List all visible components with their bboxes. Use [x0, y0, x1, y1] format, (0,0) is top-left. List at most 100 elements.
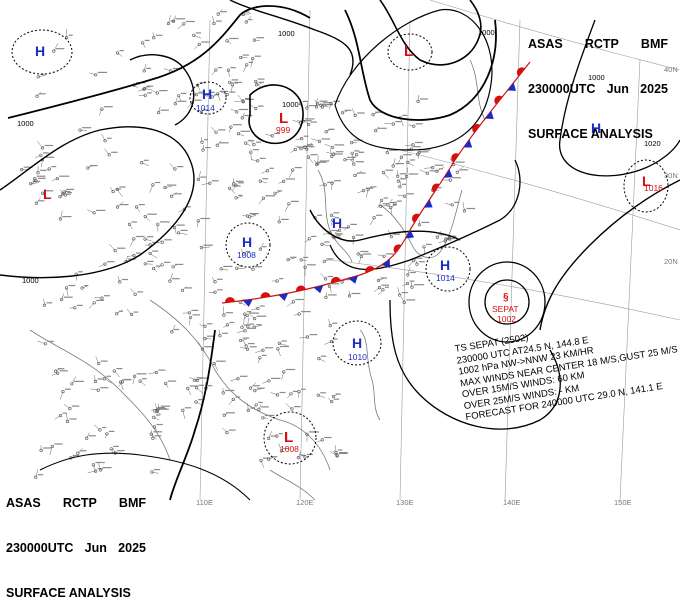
station-data-mark: [233, 124, 242, 125]
station-data-mark: [230, 322, 235, 323]
station-data-mark: [104, 106, 113, 107]
station-data-mark: [229, 38, 239, 39]
station-data-mark: [199, 385, 204, 386]
station-data-mark: [238, 182, 244, 183]
station-data-mark: [403, 154, 411, 155]
station-data-mark: [378, 128, 387, 129]
station-data-mark: [230, 67, 236, 68]
station-data-mark: [415, 142, 423, 143]
station-data-mark: [218, 129, 225, 130]
station-data-mark: [136, 253, 141, 254]
station-data-mark: [454, 202, 459, 203]
station-data-mark: [250, 346, 257, 347]
station-data-mark: [134, 312, 139, 313]
station-data-mark: [43, 152, 49, 153]
station-data-mark: [421, 222, 429, 223]
station-data-mark: [301, 311, 311, 312]
station-data-mark: [293, 391, 298, 392]
station-data-mark: [142, 378, 147, 379]
station-data-mark: [295, 167, 302, 168]
station-data-mark: [247, 311, 252, 312]
station-data-mark: [376, 215, 382, 216]
station-data-mark: [248, 140, 255, 141]
station-data-mark: [281, 219, 289, 220]
station-data-mark: [301, 389, 306, 390]
station-data-mark: [47, 302, 53, 303]
station-data-mark: [255, 266, 262, 267]
station-data-mark: [265, 415, 274, 416]
station-data-mark: [113, 446, 119, 447]
station-data-mark: [181, 230, 188, 231]
station-data-mark: [74, 381, 84, 382]
station-data-mark: [70, 418, 77, 419]
station-data-mark: [146, 68, 151, 69]
station-data-mark: [164, 239, 172, 240]
station-data-mark: [402, 292, 408, 293]
station-data-mark: [320, 392, 326, 393]
station-data-mark: [439, 168, 443, 169]
header-time: 230000UTC: [528, 82, 595, 97]
station-data-mark: [303, 101, 309, 102]
station-data-mark: [249, 62, 253, 63]
station-data-mark: [410, 281, 415, 282]
station-data-mark: [56, 48, 65, 49]
station-data-mark: [78, 271, 83, 272]
station-data-mark: [322, 138, 331, 139]
svg-text:H: H: [242, 234, 252, 250]
station-data-mark: [328, 294, 337, 295]
station-data-mark: [320, 101, 328, 102]
station-data-mark: [390, 202, 397, 203]
station-data-mark: [420, 151, 429, 152]
station-data-mark: [144, 160, 149, 161]
station-data-mark: [139, 204, 145, 205]
station-data-mark: [40, 170, 46, 171]
station-data-mark: [196, 32, 201, 33]
station-data-mark: [291, 201, 299, 202]
station-data-mark: [327, 182, 334, 183]
station-data-mark: [410, 159, 415, 160]
station-data-mark: [63, 413, 67, 414]
station-data-mark: [333, 212, 339, 213]
station-data-mark: [255, 56, 261, 57]
station-data-mark: [256, 324, 262, 325]
header-month: Jun: [607, 82, 629, 97]
station-data-mark: [279, 433, 283, 434]
station-data-mark: [244, 324, 251, 325]
station-data-mark: [395, 121, 401, 122]
station-data-mark: [157, 408, 167, 409]
station-data-mark: [370, 186, 376, 187]
station-data-mark: [286, 369, 295, 370]
svg-text:H: H: [35, 43, 45, 59]
high-center: H: [35, 43, 45, 59]
station-data-mark: [168, 381, 177, 382]
header-agency: ASAS: [528, 37, 563, 52]
station-data-mark: [249, 313, 259, 314]
station-data-mark: [257, 316, 267, 317]
station-data-mark: [334, 180, 341, 181]
lat-label: 30N: [664, 171, 678, 180]
lon-label: 140E: [503, 498, 521, 507]
svg-text:L: L: [43, 186, 52, 202]
header-title: SURFACE ANALYSIS: [528, 127, 668, 142]
header-code: BMF: [641, 37, 668, 52]
svg-text:1014: 1014: [196, 103, 215, 113]
station-data-mark: [156, 266, 161, 267]
station-data-mark: [95, 462, 104, 463]
lon-label: 130E: [396, 498, 414, 507]
station-data-mark: [262, 178, 268, 179]
station-data-mark: [200, 177, 206, 178]
station-data-mark: [252, 214, 256, 215]
station-data-mark: [359, 152, 365, 153]
station-data-mark: [58, 368, 65, 369]
station-data-mark: [177, 166, 184, 167]
station-data-mark: [416, 123, 423, 124]
station-data-mark: [156, 35, 163, 36]
station-data-mark: [397, 201, 402, 202]
station-data-mark: [82, 127, 91, 128]
station-data-mark: [260, 158, 266, 159]
station-data-mark: [117, 450, 124, 451]
station-data-mark: [158, 370, 165, 371]
station-data-mark: [336, 151, 344, 152]
station-data-mark: [324, 437, 331, 438]
